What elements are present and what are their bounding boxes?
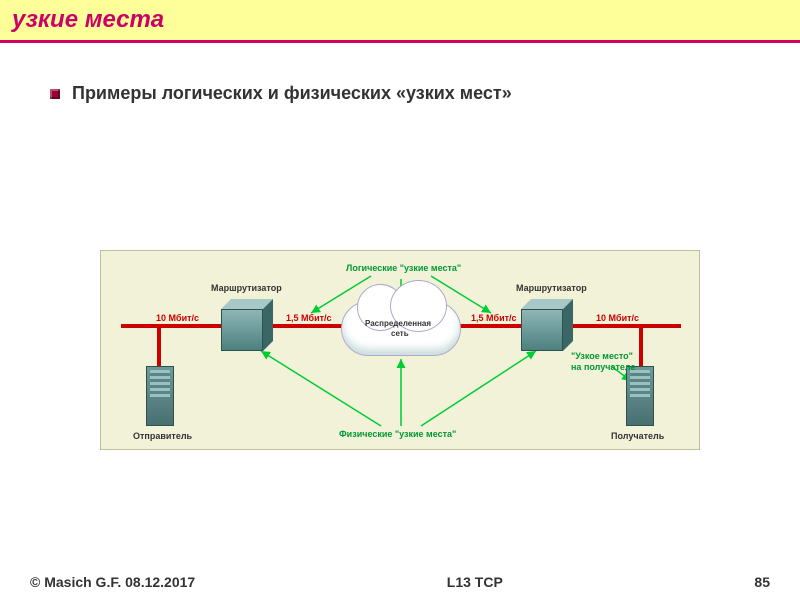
network-diagram: Маршрутизатор Маршрутизатор Отправитель … <box>100 250 700 450</box>
label-recv-note-1: "Узкое место" <box>571 351 633 361</box>
label-cloud-2: сеть <box>391 329 409 338</box>
footer-center: L13 TCP <box>447 574 503 590</box>
speed-mid-l: 1,5 Мбит/с <box>286 313 332 323</box>
router-left <box>221 296 271 351</box>
label-cloud-1: Распределенная <box>365 319 431 328</box>
server-receiver <box>626 366 654 426</box>
label-physical: Физические "узкие места" <box>339 429 456 439</box>
label-sender: Отправитель <box>133 431 192 441</box>
speed-right: 10 Мбит/с <box>596 313 639 323</box>
footer-right: 85 <box>754 574 770 590</box>
label-recv-note-2: на получателе <box>571 362 636 372</box>
server-sender <box>146 366 174 426</box>
label-logical: Логические "узкие места" <box>346 263 461 273</box>
speed-left: 10 Мбит/с <box>156 313 199 323</box>
title-bar: узкие места <box>0 0 800 43</box>
footer: © Masich G.F. 08.12.2017 L13 TCP 85 <box>0 564 800 600</box>
label-router-l: Маршрутизатор <box>211 283 282 293</box>
slide: узкие места Примеры логических и физичес… <box>0 0 800 600</box>
bullet-text: Примеры логических и физических «узких м… <box>72 83 512 104</box>
label-receiver: Получатель <box>611 431 664 441</box>
speed-mid-r: 1,5 Мбит/с <box>471 313 517 323</box>
bullet-item: Примеры логических и физических «узких м… <box>50 83 800 104</box>
label-router-r: Маршрутизатор <box>516 283 587 293</box>
slide-title: узкие места <box>12 6 788 34</box>
router-right <box>521 296 571 351</box>
footer-left: © Masich G.F. 08.12.2017 <box>30 574 195 590</box>
bullet-icon <box>50 89 60 99</box>
